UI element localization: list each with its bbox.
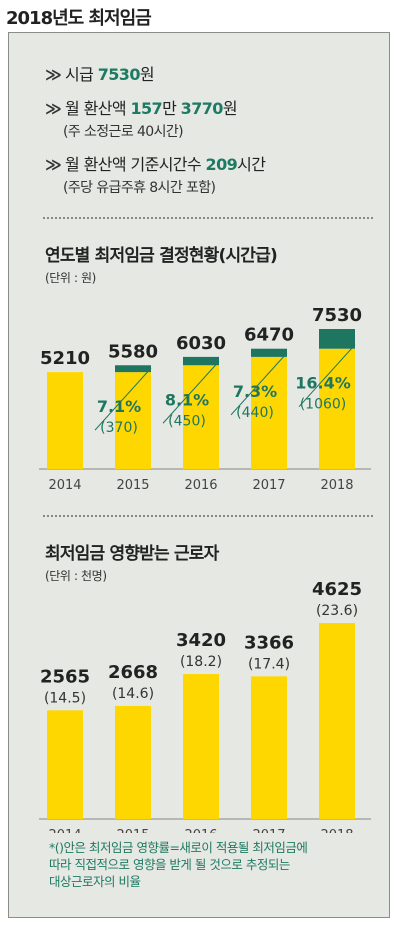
monthly-wage-note: (주 소정근로 40시간) bbox=[63, 124, 184, 140]
x-tick-label: 2018 bbox=[320, 478, 353, 493]
value-label: 2668 bbox=[108, 662, 158, 683]
increase-bar bbox=[319, 329, 355, 349]
footnote: *()안은 최저임금 영향률=새로이 적용될 최저임금에 따라 직접적으로 영향… bbox=[49, 840, 308, 889]
page-title: 2018년도 최저임금 bbox=[6, 8, 152, 29]
increase-rate-label: 8.1% bbox=[165, 390, 209, 409]
divider bbox=[43, 217, 373, 219]
x-tick-label: 2016 bbox=[184, 828, 217, 833]
x-tick-label: 2018 bbox=[320, 828, 353, 833]
monthly-wage-line: ≫ 월 환산액 157만 3770원 bbox=[45, 99, 238, 118]
bar bbox=[251, 356, 287, 469]
bar bbox=[319, 348, 355, 469]
monthly-wage-value-2: 3770 bbox=[180, 99, 224, 118]
hourly-wage-line: ≫ 시급 7530원 bbox=[45, 65, 155, 84]
rate-label: (14.6) bbox=[112, 686, 154, 702]
rate-label: (14.5) bbox=[44, 690, 86, 706]
x-tick-label: 2015 bbox=[116, 478, 149, 493]
value-label: 5210 bbox=[40, 348, 90, 369]
bar bbox=[47, 710, 83, 819]
value-label: 6470 bbox=[244, 325, 294, 346]
monthly-hours-value: 209 bbox=[205, 155, 238, 174]
value-label: 7530 bbox=[312, 305, 362, 326]
hourly-wage-value: 7530 bbox=[97, 65, 141, 84]
monthly-wage-value-1: 157 bbox=[130, 99, 163, 118]
increase-label: (440) bbox=[236, 405, 274, 421]
double-arrow-icon: ≫ bbox=[45, 65, 62, 84]
bar bbox=[319, 623, 355, 819]
value-label: 3420 bbox=[176, 630, 226, 651]
bar bbox=[115, 705, 151, 819]
leader-line bbox=[94, 367, 152, 431]
monthly-hours-note: (주당 유급주휴 8시간 포함) bbox=[63, 180, 216, 196]
x-tick-label: 2014 bbox=[48, 828, 81, 833]
increase-bar bbox=[183, 356, 219, 366]
x-tick-label: 2017 bbox=[252, 478, 285, 493]
value-label: 3366 bbox=[244, 632, 294, 653]
chart2-title: 최저임금 영향받는 근로자 bbox=[45, 544, 219, 564]
increase-label: (1060) bbox=[300, 397, 347, 413]
bar bbox=[183, 365, 219, 469]
chart1-title: 연도별 최저임금 결정현황(시간급) bbox=[45, 246, 278, 266]
increase-label: (450) bbox=[168, 413, 206, 429]
wage-chart: 5210 2014 7.1% (370) 5580 2015 8.1% (450) 6030 20… bbox=[39, 305, 371, 493]
increase-rate-label: 7.1% bbox=[97, 397, 141, 416]
leader-line bbox=[162, 360, 220, 424]
leader-line bbox=[298, 344, 356, 408]
increase-label: (370) bbox=[100, 420, 138, 436]
x-tick-label: 2014 bbox=[48, 478, 81, 493]
leader-line bbox=[230, 352, 288, 416]
chart1-unit: (단위 : 원) bbox=[45, 271, 96, 285]
rate-label: (23.6) bbox=[316, 603, 358, 619]
value-label: 6030 bbox=[176, 333, 226, 354]
chart2-unit: (단위 : 천명) bbox=[45, 569, 107, 583]
x-tick-label: 2015 bbox=[116, 828, 149, 833]
increase-bar bbox=[251, 348, 287, 357]
increase-rate-label: 16.4% bbox=[295, 374, 351, 393]
rate-label: (18.2) bbox=[180, 654, 222, 670]
increase-rate-label: 7.3% bbox=[233, 382, 277, 401]
workers-chart: 2565 (14.5) 2014 2668 (14.6) 2015 3420 (18.2) 20… bbox=[39, 579, 371, 833]
bar bbox=[47, 372, 83, 469]
bar bbox=[183, 674, 219, 819]
content-panel: ≫ 시급 7530원 ≫ 월 환산액 157만 3770원 (주 소정근로 40시간… bbox=[8, 32, 390, 918]
value-label: 2565 bbox=[40, 666, 90, 687]
increase-bar bbox=[115, 365, 151, 373]
divider bbox=[43, 515, 373, 517]
x-tick-label: 2017 bbox=[252, 828, 285, 833]
bar bbox=[251, 676, 287, 819]
rate-label: (17.4) bbox=[248, 656, 290, 672]
double-arrow-icon: ≫ bbox=[45, 99, 62, 118]
value-label: 4625 bbox=[312, 579, 362, 600]
value-label: 5580 bbox=[108, 341, 158, 362]
x-tick-label: 2016 bbox=[184, 478, 217, 493]
monthly-hours-line: ≫ 월 환산액 기준시간수 209시간 bbox=[45, 155, 266, 174]
double-arrow-icon: ≫ bbox=[45, 155, 62, 174]
